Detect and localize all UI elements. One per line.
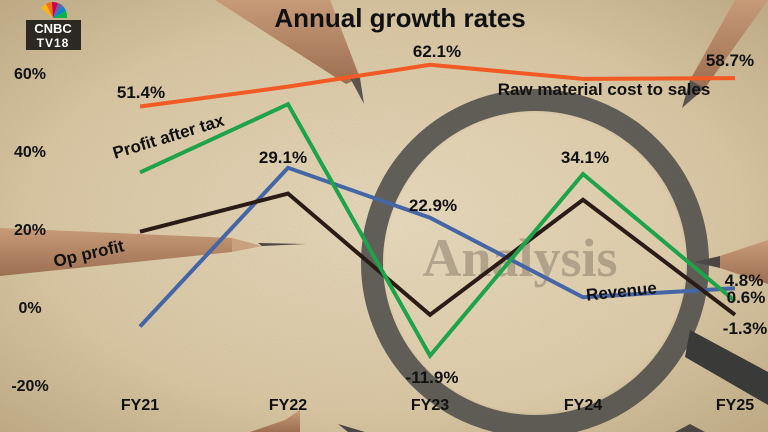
data-label: 4.8% [725, 271, 764, 290]
pencil-bottom [250, 410, 365, 432]
pencil-top-right [682, 0, 768, 108]
y-tick-label: 20% [14, 222, 46, 239]
x-tick-label: FY22 [269, 397, 307, 414]
series-label-raw-material-cost-to-sales: Raw material cost to sales [498, 80, 711, 99]
x-tick-label: FY21 [121, 397, 159, 414]
y-tick-label: 60% [14, 66, 46, 83]
data-label: 51.4% [117, 83, 165, 102]
data-label: 0.6% [727, 288, 766, 307]
chart-title: Annual growth rates [274, 3, 525, 33]
pencil-top [215, 0, 364, 104]
pencil-bottom-right [675, 424, 705, 432]
analysis-watermark: Analysis [422, 228, 617, 288]
data-labels-layer: 51.4% 62.1% 58.7% -11.9% 34.1% 0.6% 29.1% -1.3%… [117, 42, 767, 387]
x-tick-label: FY23 [411, 397, 449, 414]
peacock-icon [41, 1, 68, 18]
logo-line1: CNBC [34, 21, 72, 36]
data-label: 62.1% [413, 42, 461, 61]
y-tick-label: 40% [14, 144, 46, 161]
y-tick-label: -20% [11, 378, 48, 395]
logo-bar [26, 20, 81, 50]
x-axis: FY21 FY22 FY23 FY24 FY25 [121, 397, 754, 414]
data-label: 29.1% [259, 148, 307, 167]
logo-line2: TV18 [37, 36, 70, 50]
y-axis: -20% 0% 20% 40% 60% [11, 66, 48, 395]
data-label: 58.7% [706, 51, 754, 70]
data-label: -1.3% [723, 319, 767, 338]
data-label: -11.9% [406, 368, 459, 387]
cnbc-tv18-logo: CNBC TV18 [26, 1, 81, 50]
x-tick-label: FY25 [716, 397, 754, 414]
pencil-left [0, 228, 306, 276]
y-tick-label: 0% [18, 300, 41, 317]
x-tick-label: FY24 [564, 397, 602, 414]
series-layer [138, 62, 737, 360]
data-label: 34.1% [561, 148, 609, 167]
data-label: 22.9% [409, 196, 457, 215]
